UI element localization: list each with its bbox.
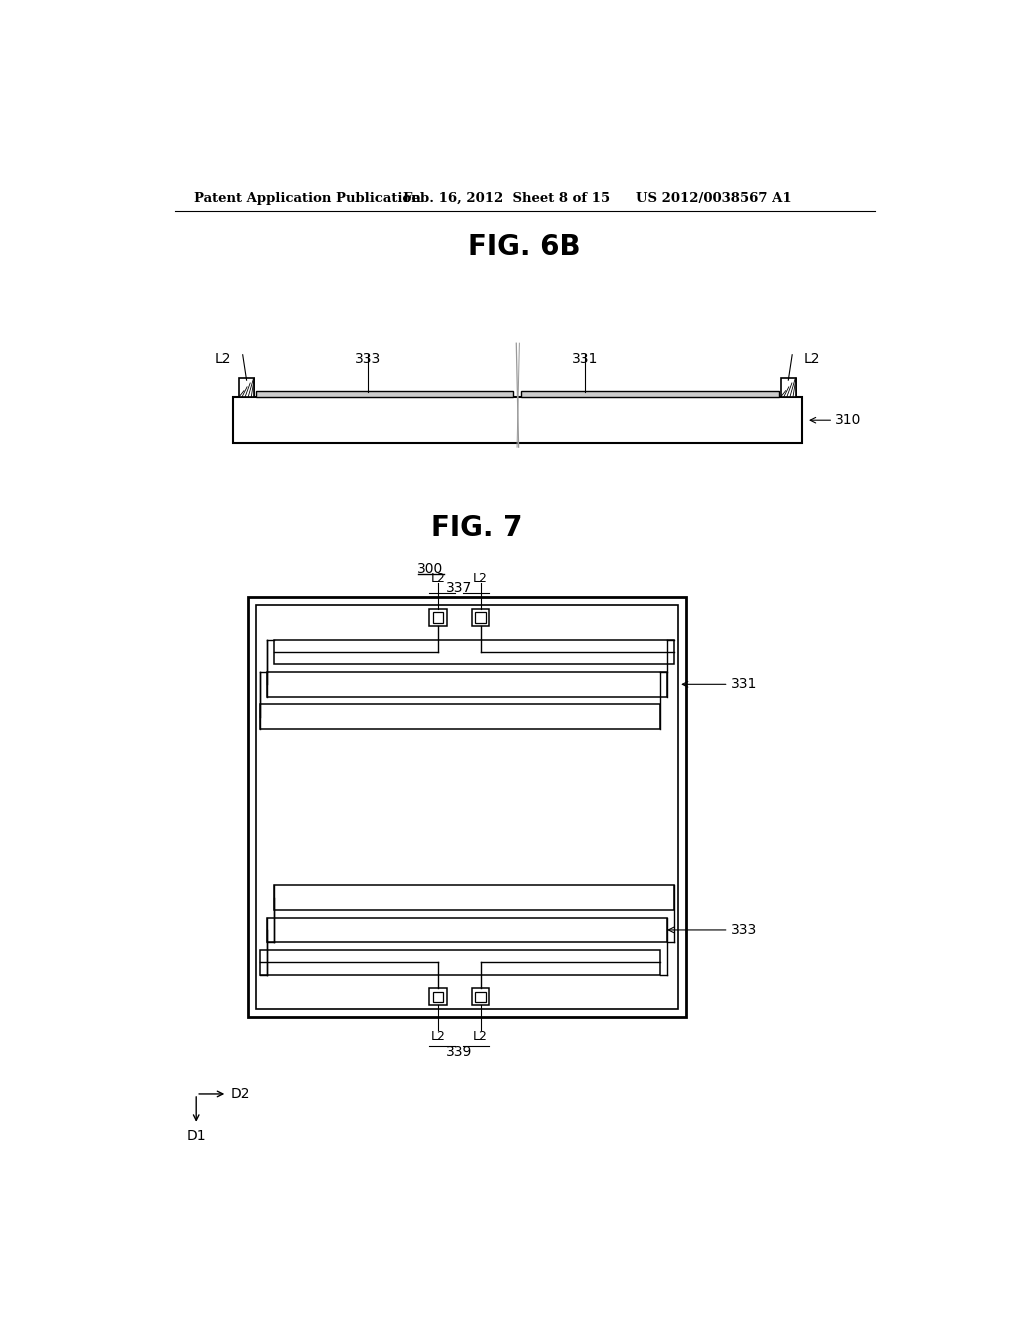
- Bar: [260, 705, 660, 729]
- Text: D2: D2: [231, 1086, 251, 1101]
- Text: 339: 339: [446, 1044, 472, 1059]
- Bar: [232, 397, 802, 444]
- Bar: [432, 991, 443, 1002]
- Text: 333: 333: [355, 351, 381, 366]
- Bar: [239, 378, 254, 397]
- Text: Feb. 16, 2012  Sheet 8 of 15: Feb. 16, 2012 Sheet 8 of 15: [403, 191, 610, 205]
- Text: L2: L2: [804, 351, 820, 366]
- Text: FIG. 6B: FIG. 6B: [469, 232, 581, 261]
- Text: 331: 331: [572, 351, 598, 366]
- Text: L2: L2: [430, 1030, 445, 1043]
- Text: L2: L2: [473, 572, 488, 585]
- Text: L2: L2: [430, 572, 445, 585]
- Text: 331: 331: [731, 677, 758, 692]
- Text: 310: 310: [835, 413, 861, 428]
- Bar: [429, 989, 446, 1006]
- Bar: [256, 605, 678, 1010]
- Bar: [260, 950, 660, 974]
- Bar: [256, 391, 513, 397]
- Text: D1: D1: [186, 1130, 206, 1143]
- Bar: [475, 991, 486, 1002]
- Bar: [472, 989, 489, 1006]
- Bar: [266, 917, 668, 942]
- Text: Patent Application Publication: Patent Application Publication: [194, 191, 421, 205]
- Bar: [266, 672, 668, 697]
- Bar: [429, 609, 446, 626]
- Bar: [521, 391, 779, 397]
- Text: L2: L2: [473, 1030, 488, 1043]
- Bar: [475, 612, 486, 623]
- Text: L2: L2: [215, 351, 231, 366]
- Bar: [248, 597, 686, 1016]
- Text: FIG. 7: FIG. 7: [431, 513, 522, 543]
- Text: 333: 333: [731, 923, 757, 937]
- Bar: [472, 609, 489, 626]
- Bar: [780, 378, 796, 397]
- Text: US 2012/0038567 A1: US 2012/0038567 A1: [636, 191, 792, 205]
- Bar: [273, 640, 675, 664]
- Text: 337: 337: [446, 581, 472, 595]
- Bar: [273, 886, 675, 909]
- Bar: [432, 612, 443, 623]
- Text: 300: 300: [417, 562, 443, 576]
